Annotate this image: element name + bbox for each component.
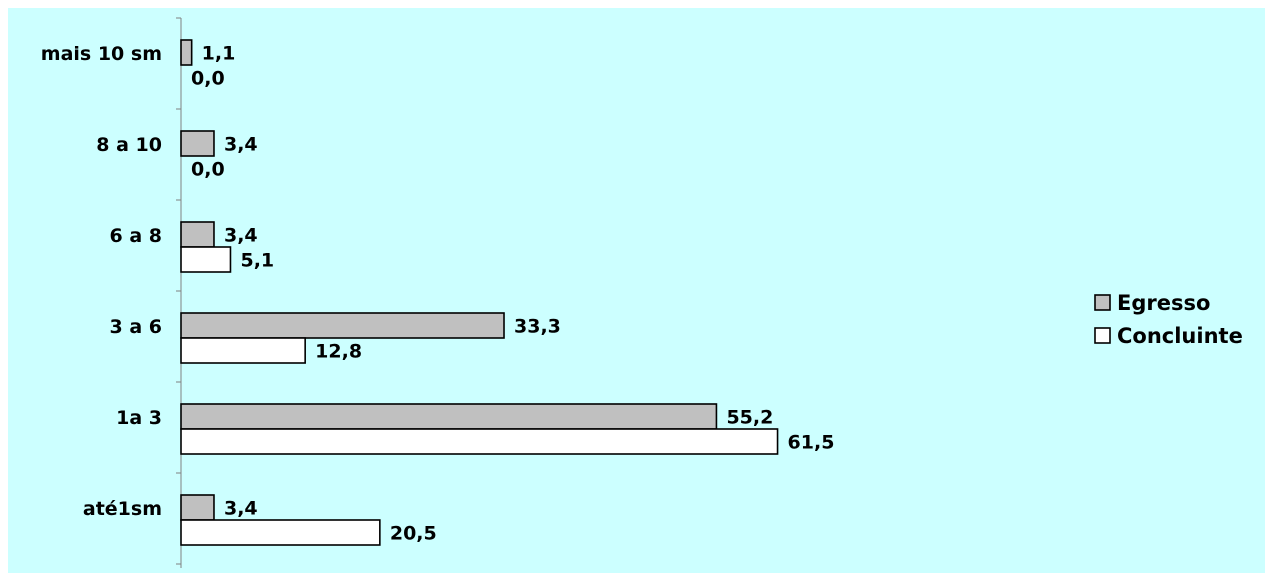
value-axis (176, 17, 182, 568)
bar-egresso (180, 221, 215, 248)
chart-background (8, 8, 1265, 573)
category-label: 6 a 8 (110, 225, 163, 247)
bar-concluinte (180, 428, 779, 455)
data-label: 3,4 (224, 225, 258, 247)
category-label: mais 10 sm (41, 43, 162, 65)
data-label: 55,2 (726, 407, 773, 429)
category-labels: mais 10 sm 8 a 10 6 a 8 3 a 6 1a 3 até1sm (41, 43, 162, 520)
category-label: até1sm (83, 498, 162, 520)
legend-swatch (1094, 327, 1111, 344)
bar-egresso (180, 403, 718, 430)
bar-egresso (180, 130, 215, 157)
data-label: 3,4 (224, 134, 258, 156)
data-label: 0,0 (191, 68, 225, 90)
bar-egresso (180, 39, 193, 66)
data-label: 3,4 (224, 498, 258, 520)
legend-label: Concluinte (1117, 324, 1243, 348)
data-label: 5,1 (240, 250, 274, 272)
data-label: 33,3 (514, 316, 561, 338)
legend-swatch (1094, 294, 1111, 311)
bar-concluinte (180, 337, 306, 364)
legend: Egresso Concluinte (1094, 291, 1243, 348)
bar-egresso (180, 494, 215, 521)
data-label: 61,5 (788, 432, 835, 454)
category-label: 3 a 6 (110, 316, 163, 338)
bar-concluinte (180, 519, 381, 546)
data-label: 20,5 (390, 523, 437, 545)
data-label: 1,1 (202, 43, 236, 65)
bars (180, 39, 779, 546)
data-label: 12,8 (315, 341, 362, 363)
legend-label: Egresso (1117, 291, 1210, 315)
category-label: 1a 3 (116, 407, 162, 429)
bar-egresso (180, 312, 505, 339)
bar-concluinte (180, 246, 232, 273)
category-label: 8 a 10 (96, 134, 162, 156)
data-labels: 1,1 0,0 3,4 0,0 3,4 5,1 33,3 12,8 55,2 61,5 3,4 20,… (191, 43, 834, 545)
data-label: 0,0 (191, 159, 225, 181)
